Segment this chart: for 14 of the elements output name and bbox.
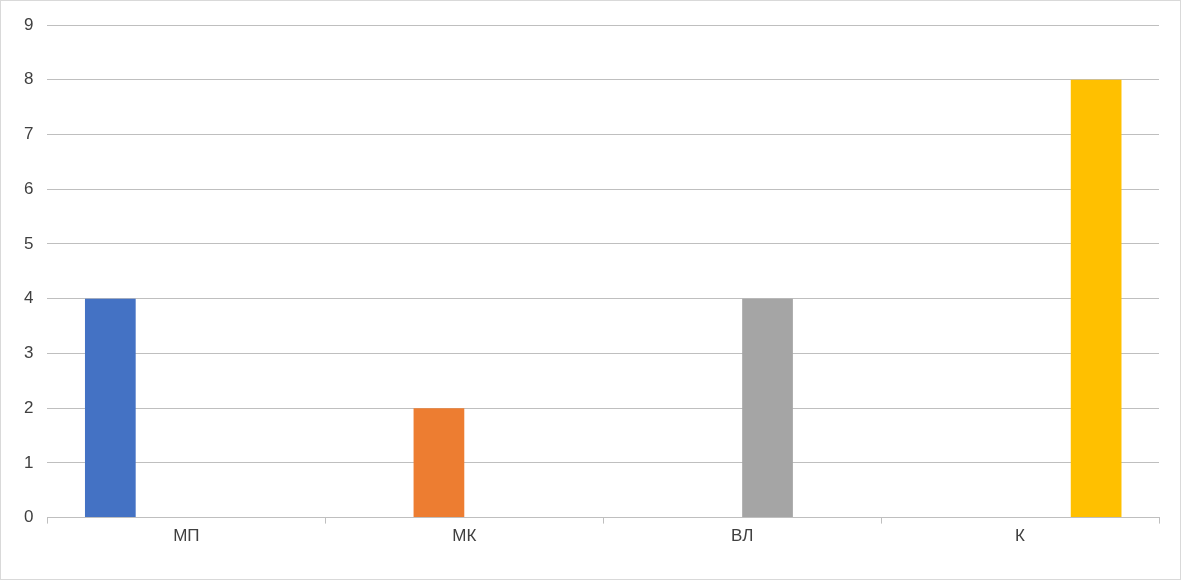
x-tick-label: ВЛ — [731, 526, 754, 546]
y-tick-label: 7 — [23, 124, 34, 144]
y-tick-label: 9 — [23, 14, 34, 34]
y-tick-label: 8 — [23, 69, 34, 89]
y-tick-label: 5 — [23, 233, 34, 253]
y-tick-label: 2 — [23, 397, 34, 417]
x-tick-label: К — [1015, 526, 1026, 546]
y-tick-label: 1 — [23, 452, 34, 472]
y-tick-label: 4 — [23, 288, 34, 308]
x-tick-label: МК — [452, 526, 477, 546]
y-tick-label: 0 — [23, 507, 34, 527]
y-tick-label: 6 — [23, 178, 34, 198]
y-tick-label: 3 — [23, 343, 34, 363]
x-tick-label: МП — [173, 526, 200, 546]
